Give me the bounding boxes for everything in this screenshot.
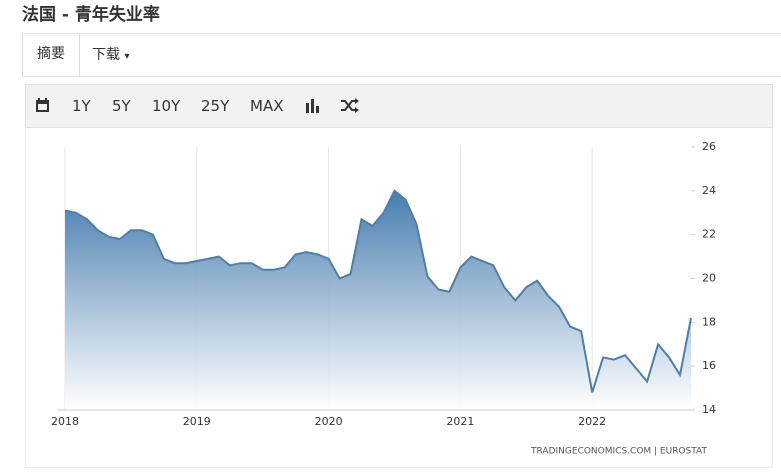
- calendar-icon[interactable]: [35, 98, 50, 113]
- toolbar: 1Y 5Y 10Y 25Y MAX: [25, 84, 773, 128]
- range-button[interactable]: 25Y: [201, 97, 230, 115]
- y-tick-label: 26: [702, 140, 716, 153]
- area: [65, 190, 691, 410]
- y-tick-label: 22: [702, 228, 716, 241]
- y-tick-label: 14: [702, 403, 716, 416]
- x-tick-label: 2019: [183, 415, 211, 428]
- line: [64, 189, 692, 393]
- source: TRADINGECONOMICS.COM | EUROSTAT: [530, 447, 707, 457]
- y-tick-label: 24: [702, 184, 716, 197]
- x-tick-label: 2018: [51, 415, 79, 428]
- shuffle-icon[interactable]: [341, 98, 359, 113]
- x-tick-label: 2020: [315, 415, 343, 428]
- tab[interactable]: 下载 ▾: [92, 47, 130, 63]
- chart-box: [25, 127, 773, 468]
- y-tick-label: 20: [702, 272, 716, 285]
- tab[interactable]: 摘要: [22, 34, 80, 76]
- range-button[interactable]: MAX: [250, 97, 284, 115]
- range-button[interactable]: 10Y: [152, 97, 181, 115]
- range-button[interactable]: 1Y: [72, 97, 91, 115]
- page-title: 法国 - 青年失业率: [22, 5, 160, 25]
- range-button[interactable]: 5Y: [112, 97, 131, 115]
- y-tick-label: 18: [702, 315, 716, 328]
- bar-icon[interactable]: [305, 98, 320, 113]
- tab-label[interactable]: 下载: [92, 47, 120, 63]
- x-tick-label: 2022: [578, 415, 606, 428]
- y-tick-label: 16: [702, 359, 716, 372]
- tab-bar: 摘要 下载 ▾: [22, 33, 781, 77]
- x-tick-label: 2021: [446, 415, 474, 428]
